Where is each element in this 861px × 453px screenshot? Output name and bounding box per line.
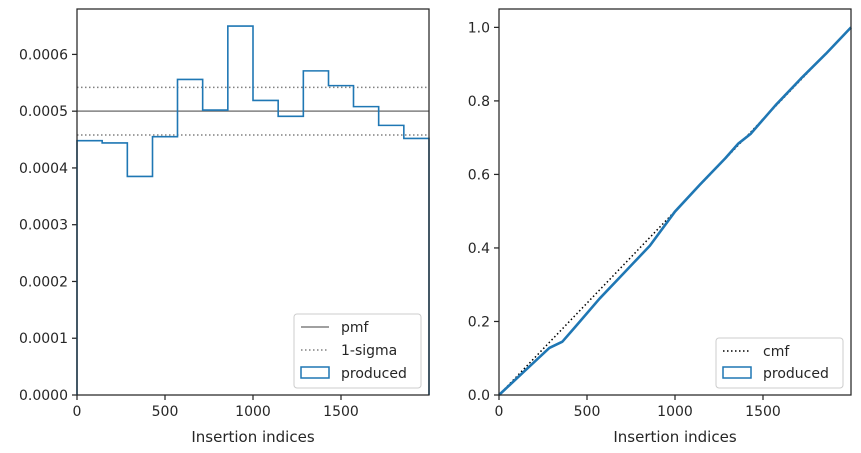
histogram-x-tick-label-1: 500 xyxy=(152,404,179,420)
cumulative-plot-frame xyxy=(498,8,852,396)
histogram-x-tick-label-0: 0 xyxy=(73,404,82,420)
histogram-marks xyxy=(76,25,430,395)
histogram-x-tick-label-2: 1000 xyxy=(235,404,271,420)
cumulative-axes-ticks: 0.0 0.2 0.4 0.6 0.8 1.0 0 500 1000 1500 xyxy=(468,20,781,420)
legend-cmf-label: cmf xyxy=(763,344,790,360)
histogram-x-tick-label-3: 1500 xyxy=(323,404,359,420)
cumulative-x-tick-label-3: 1500 xyxy=(745,404,781,420)
histogram-y-tick-label-3: 0.0003 xyxy=(19,218,68,234)
cumulative-y-tick-label-0: 0.0 xyxy=(468,388,490,404)
cumulative-chart: 0.0 0.2 0.4 0.6 0.8 1.0 0 500 1000 1500 Insertion… xyxy=(468,8,852,446)
legend-pmf-label: pmf xyxy=(341,320,370,336)
histogram-chart: 0.0000 0.0001 0.0002 0.0003 0.0004 0.0005 0.00… xyxy=(19,8,430,446)
cumulative-x-axis-label: Insertion indices xyxy=(613,428,736,446)
histogram-y-tick-label-2: 0.0002 xyxy=(19,274,68,290)
cumulative-y-tick-label-2: 0.4 xyxy=(468,241,490,257)
histogram-legend: pmf 1-sigma produced xyxy=(293,313,422,389)
histogram-y-tick-label-0: 0.0000 xyxy=(19,388,68,404)
histogram-y-tick-label-6: 0.0006 xyxy=(19,47,68,63)
produced-cumulative-line xyxy=(498,26,852,396)
cumulative-x-tick-label-0: 0 xyxy=(495,404,504,420)
produced-histogram-step xyxy=(76,25,430,395)
cumulative-legend: cmf produced xyxy=(715,337,844,389)
cumulative-y-tick-label-1: 0.2 xyxy=(468,314,490,330)
cumulative-x-tick-label-1: 500 xyxy=(574,404,601,420)
cumulative-y-tick-label-5: 1.0 xyxy=(468,20,490,36)
cumulative-marks xyxy=(498,26,852,396)
legend-produced-swatch xyxy=(300,366,330,379)
histogram-y-tick-label-4: 0.0004 xyxy=(19,161,68,177)
histogram-y-tick-label-5: 0.0005 xyxy=(19,104,68,120)
legend-1-sigma-label: 1-sigma xyxy=(341,343,397,359)
histogram-legend-box xyxy=(293,313,422,389)
legend-produced-label: produced xyxy=(763,366,829,382)
legend-produced-label: produced xyxy=(341,366,407,382)
cumulative-y-tick-label-3: 0.6 xyxy=(468,167,490,183)
histogram-axes-ticks: 0.0000 0.0001 0.0002 0.0003 0.0004 0.0005 0.00… xyxy=(19,47,359,420)
cumulative-x-tick-label-2: 1000 xyxy=(657,404,693,420)
histogram-y-tick-label-1: 0.0001 xyxy=(19,331,68,347)
histogram-x-axis-label: Insertion indices xyxy=(191,428,314,446)
histogram-plot-frame xyxy=(76,8,430,396)
cumulative-y-tick-label-4: 0.8 xyxy=(468,94,490,110)
legend-produced-swatch xyxy=(722,366,752,379)
